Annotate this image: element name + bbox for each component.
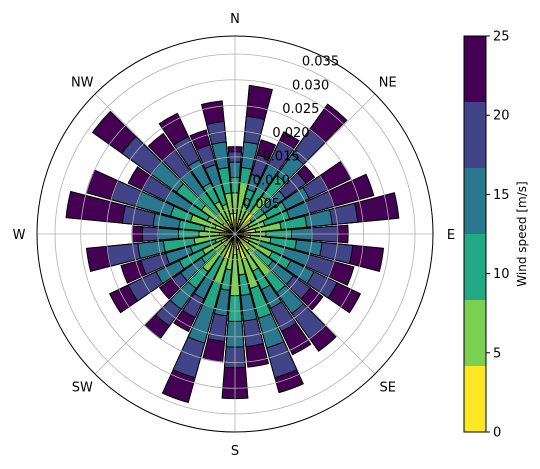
colorbar-tick-label-5: 25 [493, 30, 510, 45]
radial-tick-label-3: 0.020 [272, 126, 309, 141]
direction-label-E: E [447, 228, 455, 243]
sector-150 [234, 233, 312, 356]
radial-tick-label-0: 0.005 [243, 197, 280, 212]
direction-label-S: S [231, 444, 239, 459]
colorbar-block-3 [464, 168, 486, 234]
colorbar-block-1 [464, 300, 486, 366]
radial-tick-label-1: 0.010 [253, 173, 290, 188]
colorbar-ticks: 0 5 10 15 20 25 [486, 30, 510, 441]
colorbar-block-2 [464, 234, 486, 300]
sector-160 [234, 233, 304, 394]
colorbar-blocks [464, 36, 486, 432]
sector-130 [234, 233, 324, 311]
radial-tick-label-5: 0.030 [292, 78, 329, 93]
radial-tick-labels: 0.005 0.010 0.015 0.020 0.025 0.030 0.035 [243, 55, 339, 213]
colorbar-block-0 [464, 366, 486, 432]
rose-bars [65, 84, 400, 404]
direction-label-W: W [13, 228, 26, 243]
grid-spoke-1 [234, 93, 376, 235]
radial-tick-label-2: 0.015 [263, 150, 300, 165]
colorbar-block-5 [464, 36, 486, 102]
direction-label-SE: SE [380, 381, 396, 396]
colorbar-tick-label-4: 20 [493, 109, 510, 124]
sector-330 [158, 112, 236, 235]
grid-spoke-7 [94, 93, 236, 235]
sector-220 [144, 233, 236, 340]
radial-tick-label-4: 0.025 [282, 102, 319, 117]
colorbar-tick-label-3: 15 [493, 188, 510, 203]
sector-290 [85, 169, 236, 235]
polar-grid [36, 35, 434, 433]
direction-labels: N NE E SE S SW W NW [13, 12, 456, 459]
direction-label-SW: SW [72, 381, 93, 396]
colorbar: 0 5 10 15 20 25 Wind speed [m/s] [463, 30, 529, 441]
colorbar-label: Wind speed [m/s] [515, 181, 529, 286]
colorbar-block-4 [464, 102, 486, 168]
colorbar-tick-label-1: 5 [493, 346, 501, 361]
colorbar-tick-label-2: 10 [493, 267, 510, 282]
direction-label-NE: NE [379, 75, 397, 90]
radial-tick-label-6: 0.035 [302, 55, 339, 70]
direction-label-N: N [230, 12, 240, 27]
grid-spoke-3 [234, 233, 376, 375]
sector-240 [109, 233, 236, 314]
sector-210 [173, 233, 236, 333]
polar-frame [36, 35, 434, 433]
sector-50 [234, 164, 316, 235]
colorbar-tick-label-0: 0 [493, 426, 501, 441]
sector-100 [234, 233, 385, 272]
direction-label-NW: NW [71, 75, 94, 90]
colorbar-frame [463, 35, 487, 433]
grid-spoke-5 [94, 233, 236, 375]
sector-260 [85, 233, 236, 272]
bar-350-bin-0 [229, 212, 236, 235]
sector-120 [234, 233, 361, 314]
sector-80 [234, 192, 400, 235]
